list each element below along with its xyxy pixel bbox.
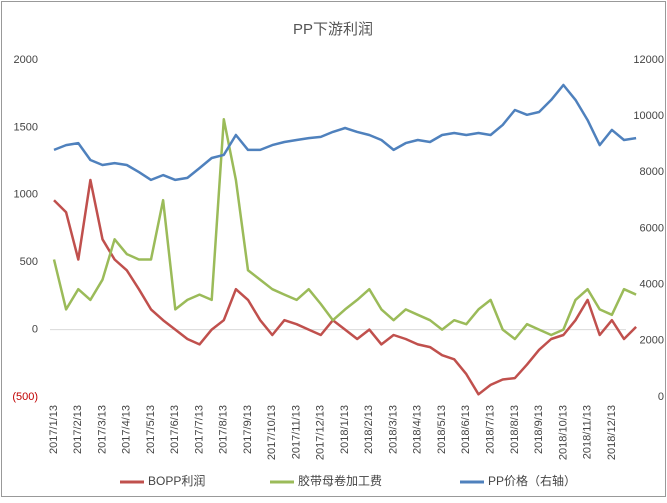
legend-label: 胶带母卷加工费 [298, 473, 382, 488]
y2-tick-label: 10000 [633, 110, 664, 122]
series-line [53, 83, 637, 182]
y2-tick-label: 6000 [640, 222, 664, 234]
x-tick-label: 2017/7/13 [193, 405, 205, 454]
legend-label: PP价格（右轴） [488, 473, 576, 488]
x-tick-label: 2018/12/13 [606, 405, 618, 460]
x-tick-label: 2018/11/13 [582, 405, 594, 459]
x-tick-label: 2018/8/13 [509, 405, 521, 454]
x-tick-label: 2017/11/13 [290, 405, 302, 459]
y-tick-label: 0 [32, 324, 38, 336]
x-tick-label: 2018/1/13 [339, 405, 351, 454]
y2-tick-label: 0 [658, 391, 664, 403]
x-tick-label: 2017/2/13 [72, 405, 84, 454]
x-tick-label: 2018/6/13 [460, 405, 472, 454]
chart-title: PP下游利润 [293, 21, 373, 38]
y2-tick-label: 8000 [640, 166, 664, 178]
x-tick-label: 2017/12/13 [315, 405, 327, 460]
x-tick-label: 2017/6/13 [169, 405, 181, 454]
x-tick-label: 2017/5/13 [145, 405, 157, 454]
x-tick-label: 2018/2/13 [363, 405, 375, 454]
x-tick-label: 2017/10/13 [266, 405, 278, 460]
y-tick-label: 1000 [14, 189, 38, 201]
y-tick-label: (500) [12, 391, 38, 403]
x-tick-label: 2018/3/13 [387, 405, 399, 454]
x-tick-label: 2017/4/13 [121, 405, 133, 454]
series-line [53, 178, 637, 396]
y2-tick-label: 12000 [633, 54, 664, 66]
y2-tick-label: 2000 [640, 335, 664, 347]
y2-tick-label: 4000 [640, 279, 664, 291]
y-tick-label: 1500 [14, 121, 38, 133]
x-tick-label: 2018/10/13 [557, 405, 569, 460]
x-tick-label: 2018/4/13 [412, 405, 424, 454]
x-tick-label: 2018/9/13 [533, 405, 545, 454]
series-line [52, 118, 637, 341]
x-tick-label: 2017/8/13 [218, 405, 230, 454]
y-tick-label: 500 [20, 256, 38, 268]
x-tick-label: 2017/1/13 [48, 405, 60, 454]
x-tick-label: 2017/3/13 [96, 405, 108, 454]
y-tick-label: 2000 [14, 54, 38, 66]
x-tick-label: 2017/9/13 [242, 405, 254, 454]
x-tick-label: 2018/5/13 [436, 405, 448, 454]
legend-label: BOPP利润 [148, 474, 205, 488]
x-tick-label: 2018/7/13 [485, 405, 497, 454]
